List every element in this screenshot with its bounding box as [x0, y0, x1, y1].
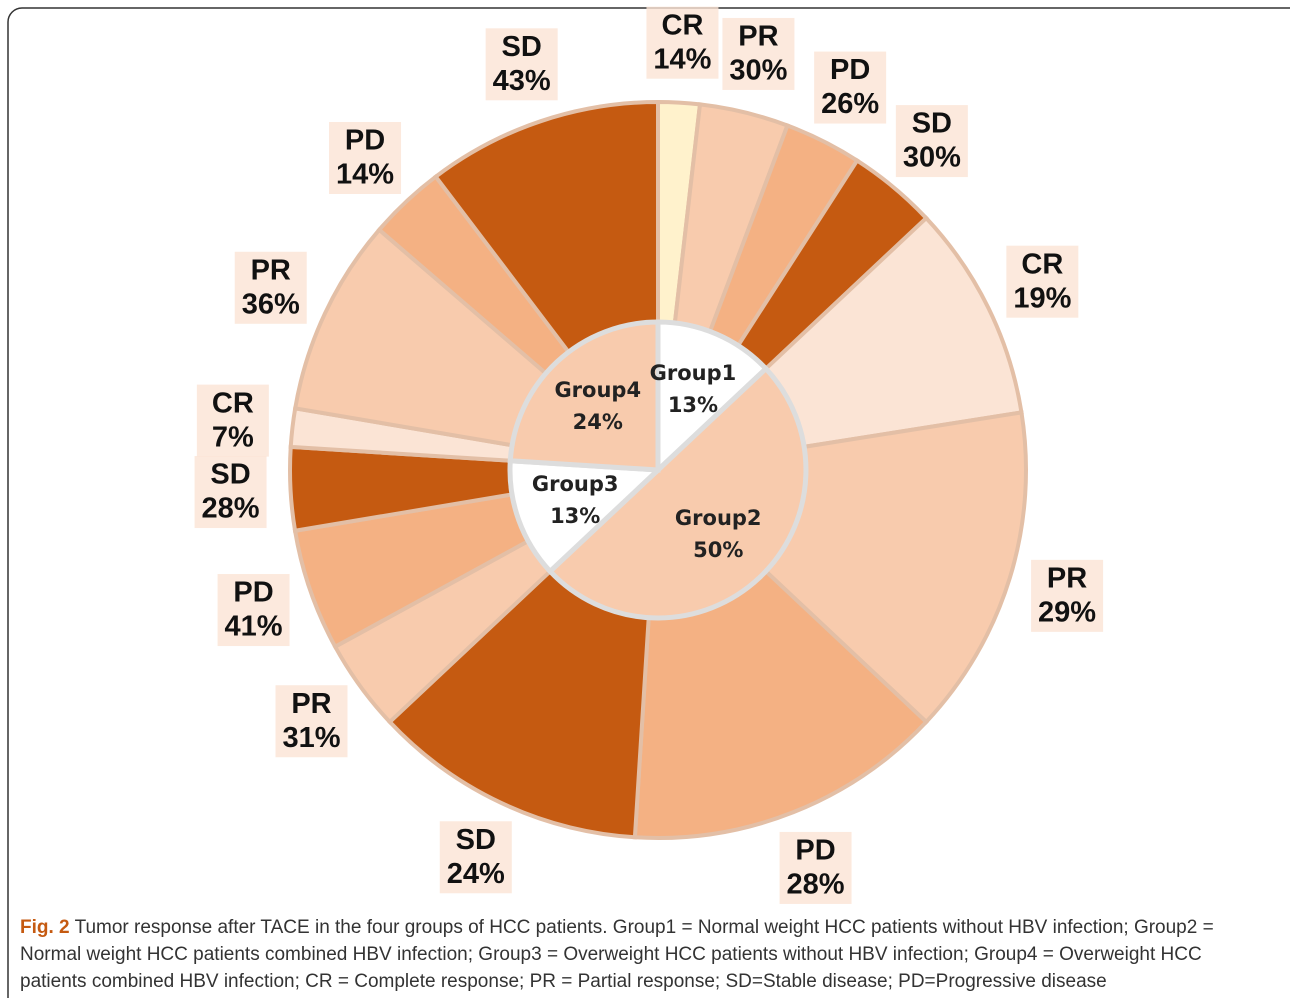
category-label: PR	[251, 254, 291, 286]
label-box	[646, 6, 719, 79]
label-box	[779, 831, 852, 904]
label-box	[1031, 559, 1104, 632]
value-label: 29%	[1038, 597, 1096, 629]
value-label: 7%	[212, 421, 254, 453]
value-label: 30%	[729, 55, 787, 87]
value-label: 30%	[903, 142, 961, 174]
caption-text: Tumor response after TACE in the four gr…	[20, 917, 1214, 992]
label-box	[275, 685, 348, 758]
category-label: SD	[210, 459, 250, 491]
inner-slice	[507, 319, 661, 473]
label-box	[485, 28, 558, 101]
group-value: 50%	[693, 538, 743, 562]
label-box	[1006, 245, 1079, 318]
category-label: PD	[795, 835, 835, 867]
label-box	[329, 122, 402, 195]
category-label: PD	[830, 54, 870, 86]
label-box	[722, 17, 795, 90]
category-label: PD	[233, 577, 273, 609]
group-name: Group2	[675, 506, 762, 530]
group-name: Group3	[532, 472, 619, 496]
category-label: PR	[738, 21, 778, 53]
value-label: 14%	[653, 43, 711, 75]
value-label: 41%	[225, 611, 283, 643]
value-label: 31%	[282, 722, 340, 754]
inner-slice	[546, 365, 809, 621]
group-value: 13%	[668, 393, 718, 417]
caption-label: Fig. 2	[20, 917, 70, 938]
category-label: PR	[1047, 563, 1087, 595]
value-label: 28%	[787, 869, 845, 901]
value-label: 43%	[493, 65, 551, 97]
inner-slice	[655, 319, 770, 476]
category-label: SD	[456, 824, 496, 856]
category-label: CR	[662, 9, 704, 41]
value-label: 14%	[336, 159, 394, 191]
label-box	[196, 384, 269, 457]
category-label: SD	[912, 108, 952, 140]
group-name: Group4	[554, 378, 641, 402]
category-label: PR	[291, 688, 331, 720]
group-name: Group1	[650, 361, 737, 385]
category-label: SD	[502, 31, 542, 63]
category-label: CR	[212, 387, 254, 419]
label-box	[194, 456, 267, 529]
value-label: 19%	[1013, 282, 1071, 314]
value-label: 36%	[242, 288, 300, 320]
label-box	[439, 821, 512, 894]
value-label: 26%	[821, 88, 879, 120]
caption: Fig. 2 Tumor response after TACE in the …	[20, 914, 1270, 995]
category-label: PD	[345, 125, 385, 157]
group-value: 13%	[550, 504, 600, 528]
group-value: 24%	[573, 410, 623, 434]
label-box	[814, 51, 887, 124]
label-box	[234, 251, 307, 324]
value-label: 28%	[202, 493, 260, 525]
value-label: 24%	[447, 858, 505, 890]
category-label: CR	[1021, 248, 1063, 280]
label-box	[217, 574, 290, 647]
label-box	[895, 105, 968, 178]
inner-slice	[507, 458, 664, 575]
